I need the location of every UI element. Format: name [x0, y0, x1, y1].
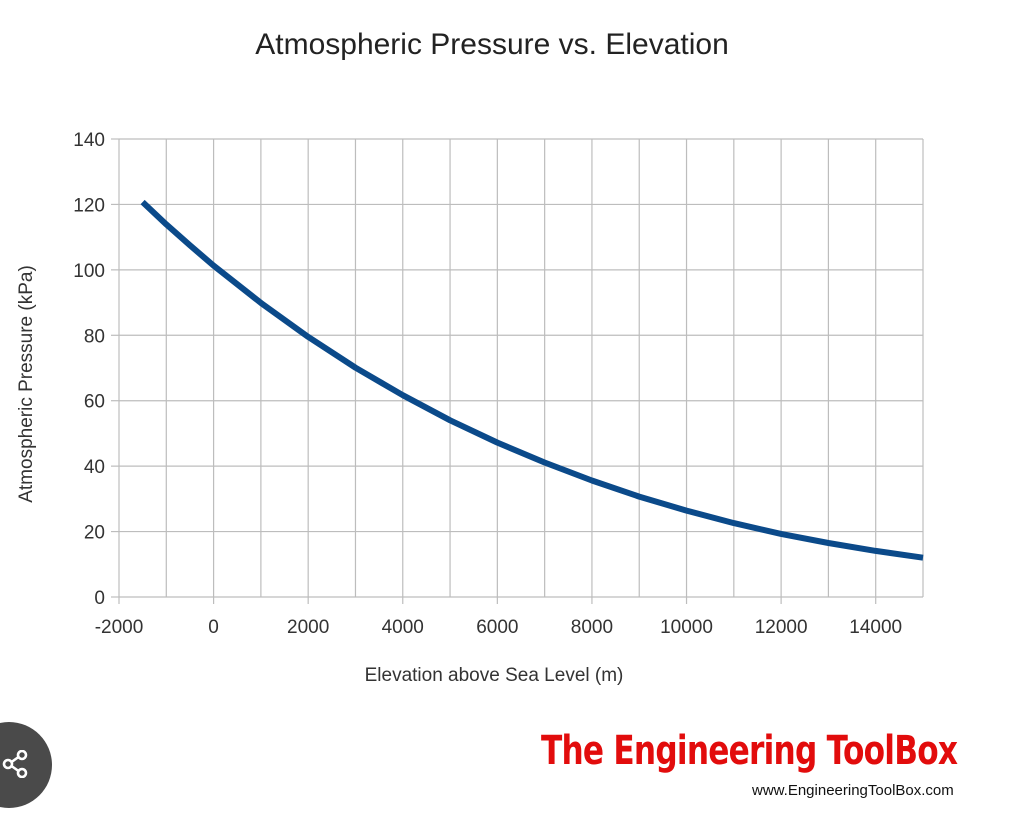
chart-grid [111, 138, 924, 604]
y-tick-label: 100 [73, 261, 105, 282]
y-tick-label: 60 [84, 392, 105, 413]
chart-title: Atmospheric Pressure vs. Elevation [255, 28, 729, 61]
x-tick-label: 2000 [287, 617, 329, 638]
x-tick-label: 0 [208, 617, 219, 638]
x-tick-label: 6000 [476, 617, 518, 638]
x-tick-label: -2000 [95, 617, 144, 638]
website-url: www.EngineeringToolBox.com [752, 782, 954, 799]
x-tick-label: 10000 [660, 617, 713, 638]
x-tick-label: 4000 [382, 617, 424, 638]
series-line [140, 199, 924, 561]
y-tick-label: 20 [84, 523, 105, 544]
x-tick-label: 14000 [849, 617, 902, 638]
engineering-toolbox-logo: The Engineering ToolBox [541, 728, 958, 774]
x-tick-label: 8000 [571, 617, 613, 638]
x-tick-label: 12000 [755, 617, 808, 638]
y-tick-label: 140 [73, 130, 105, 151]
y-tick-labels: 0 20 40 60 80 100 120 140 [73, 130, 105, 609]
series-group [140, 199, 924, 561]
y-tick-label: 0 [94, 588, 105, 609]
x-tick-labels: -2000 0 2000 4000 6000 8000 10000 12000 14000 [95, 617, 902, 638]
y-tick-label: 80 [84, 326, 105, 347]
y-tick-label: 40 [84, 457, 105, 478]
y-axis-label: Atmospheric Pressure (kPa) [16, 265, 37, 503]
y-tick-label: 120 [73, 195, 105, 216]
share-icon [2, 750, 28, 778]
x-axis-label: Elevation above Sea Level (m) [365, 665, 624, 686]
